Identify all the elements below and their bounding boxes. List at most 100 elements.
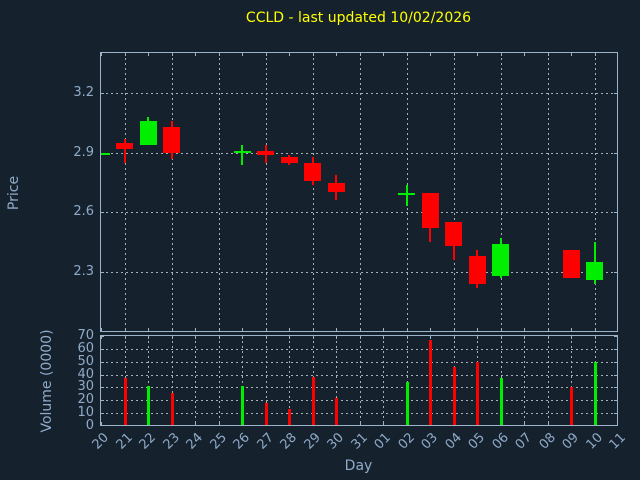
y-tick-mark xyxy=(101,361,104,363)
x-tick-mark xyxy=(524,328,525,331)
volume-gridline-h xyxy=(101,387,617,389)
volume-bar xyxy=(264,402,268,425)
volume-gridline-v xyxy=(218,336,220,425)
x-tick-mark xyxy=(524,422,525,425)
x-tick-mark xyxy=(336,53,337,56)
volume-gridline-v xyxy=(336,336,337,425)
x-tick-mark xyxy=(383,336,384,339)
candle-body xyxy=(233,150,251,153)
x-tick-mark xyxy=(101,328,102,331)
x-tick-mark xyxy=(359,336,361,339)
x-tick-mark xyxy=(547,328,549,331)
candle-wick xyxy=(241,144,243,165)
x-tick-mark xyxy=(500,53,502,56)
volume-gridline-v xyxy=(148,336,149,425)
x-tick-mark xyxy=(148,336,149,339)
volume-bar xyxy=(570,387,573,425)
price-gridline-v xyxy=(359,53,361,331)
candle-body xyxy=(398,192,415,195)
x-axis-label: Day xyxy=(344,458,373,474)
x-tick-mark xyxy=(594,53,596,56)
y-tick-mark xyxy=(614,336,617,337)
x-tick-mark xyxy=(571,53,572,56)
y-tick-mark xyxy=(614,212,617,214)
price-tick-label: 3.2 xyxy=(73,84,94,100)
volume-gridline-v xyxy=(524,336,525,425)
volume-gridline-v xyxy=(406,336,408,425)
y-tick-mark xyxy=(101,336,104,337)
x-tick-mark xyxy=(524,336,525,339)
x-tick-mark xyxy=(500,336,502,339)
x-tick-mark xyxy=(383,53,384,56)
volume-bar xyxy=(147,386,150,425)
volume-gridline-v xyxy=(383,336,384,425)
y-tick-mark xyxy=(614,387,617,389)
y-tick-mark xyxy=(101,425,104,426)
volume-bar xyxy=(476,361,479,425)
candle-body xyxy=(468,256,486,285)
x-tick-mark xyxy=(218,336,220,339)
volume-bar xyxy=(405,382,409,425)
x-tick-mark xyxy=(195,53,196,56)
candle-body xyxy=(492,244,509,277)
x-tick-mark xyxy=(265,53,267,56)
x-tick-mark xyxy=(101,336,102,339)
volume-gridline-v xyxy=(359,336,361,425)
candle-body xyxy=(163,126,180,153)
price-tick-label: 2.6 xyxy=(73,204,94,220)
volume-tick-label: 0 xyxy=(85,418,94,433)
volume-tick-label: 60 xyxy=(77,340,94,356)
volume-tick-label: 70 xyxy=(77,328,94,343)
x-tick-mark xyxy=(359,328,361,331)
price-gridline-h xyxy=(101,92,617,94)
volume-gridline-h xyxy=(101,400,617,402)
x-tick-mark xyxy=(218,328,220,331)
x-tick-mark xyxy=(312,336,314,339)
x-tick-mark xyxy=(477,328,478,331)
x-tick-mark xyxy=(359,422,361,425)
price-tick-label: 2.3 xyxy=(73,264,94,280)
x-tick-mark xyxy=(195,336,196,339)
price-gridline-h xyxy=(101,212,617,214)
candle-body xyxy=(327,182,345,193)
volume-gridline-h xyxy=(101,361,617,363)
y-tick-mark xyxy=(101,92,104,94)
x-tick-mark xyxy=(359,53,361,56)
x-tick-mark xyxy=(406,328,408,331)
price-plot-area xyxy=(100,52,618,332)
y-tick-mark xyxy=(614,374,617,376)
x-tick-mark xyxy=(547,422,549,425)
price-gridline-v xyxy=(594,53,596,331)
x-tick-mark xyxy=(477,53,478,56)
y-tick-mark xyxy=(101,348,104,350)
x-tick-mark xyxy=(383,422,384,425)
x-tick-mark xyxy=(265,328,267,331)
x-tick-mark xyxy=(524,53,525,56)
x-tick-mark xyxy=(571,336,572,339)
x-tick-mark xyxy=(547,336,549,339)
x-tick-mark xyxy=(148,53,149,56)
y-tick-mark xyxy=(101,374,104,376)
volume-gridline-v xyxy=(571,336,572,425)
volume-gridline-h xyxy=(101,348,617,350)
y-tick-mark xyxy=(614,361,617,363)
y-tick-mark xyxy=(614,400,617,402)
y-tick-mark xyxy=(101,400,104,402)
volume-bar xyxy=(593,361,597,425)
volume-gridline-v xyxy=(289,336,290,425)
x-tick-mark xyxy=(453,53,455,56)
price-gridline-v xyxy=(265,53,267,331)
x-tick-mark xyxy=(477,336,478,339)
volume-gridline-v xyxy=(171,336,173,425)
volume-bar xyxy=(499,378,503,425)
volume-gridline-h xyxy=(101,413,617,415)
x-tick-mark xyxy=(430,53,431,56)
x-tick-mark xyxy=(101,53,102,56)
x-tick-mark xyxy=(171,53,173,56)
price-gridline-v xyxy=(453,53,455,331)
price-tick-label: 2.9 xyxy=(73,144,94,160)
candle-wick xyxy=(123,138,126,163)
x-tick-mark xyxy=(571,328,572,331)
volume-bar xyxy=(288,409,291,425)
